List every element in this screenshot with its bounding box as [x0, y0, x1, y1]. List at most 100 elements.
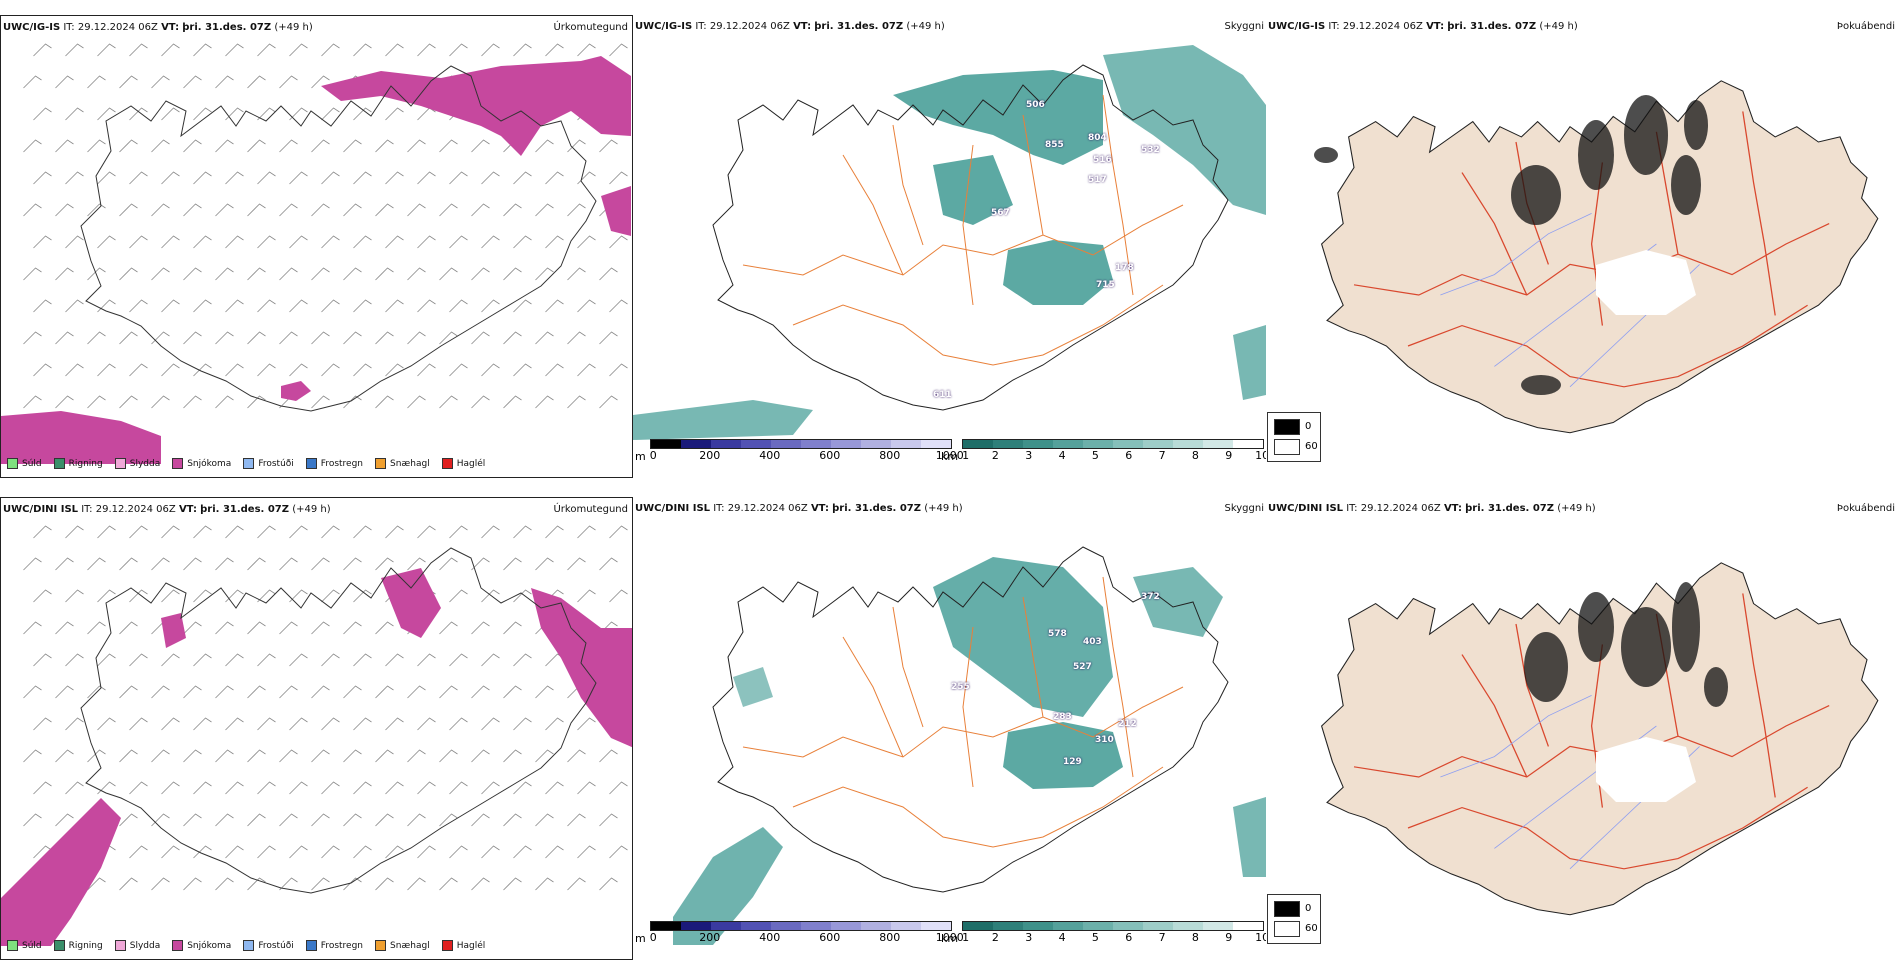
wind-barb	[55, 685, 74, 699]
scale-tick: 1	[962, 449, 970, 462]
wind-barb	[119, 139, 138, 153]
wind-barb	[375, 267, 394, 281]
wind-barb	[545, 781, 564, 795]
wind-barb	[279, 877, 298, 891]
scale-swatch	[1053, 922, 1084, 930]
wind-barb	[193, 845, 212, 859]
wind-barb	[471, 203, 490, 217]
wind-barb	[225, 299, 244, 313]
wind-barb	[23, 557, 42, 571]
wind-barb	[353, 845, 372, 859]
wind-barb	[503, 203, 522, 217]
legend-label: Súld	[22, 458, 42, 469]
wind-barb	[513, 299, 532, 313]
wind-barb	[311, 331, 330, 345]
wind-barb	[279, 331, 298, 345]
iceland-outline	[712, 64, 1229, 411]
wind-barb	[257, 781, 276, 795]
wind-barb	[129, 589, 148, 603]
wind-barb	[33, 653, 52, 667]
wind-barb	[119, 267, 138, 281]
scale-swatch	[650, 922, 681, 930]
road-network	[1353, 593, 1830, 870]
legend-swatch	[7, 940, 18, 951]
precip-panel-row2: UWC/DINI ISL IT: 29.12.2024 06Z VT: þri.…	[0, 497, 633, 960]
wind-barb	[343, 877, 362, 891]
snow-area	[1, 411, 161, 464]
wind-barb	[215, 685, 234, 699]
snow-area	[281, 381, 311, 401]
wind-barb	[471, 139, 490, 153]
precip-legend-item: Snæhagl	[375, 940, 430, 951]
wind-barb	[417, 781, 436, 795]
wind-barb	[151, 267, 170, 281]
scale-tick: 1	[962, 931, 970, 944]
scale-swatch	[1023, 922, 1054, 930]
panel-title: Úrkomutegund	[553, 504, 628, 515]
precip-legend: Súld Rigning Slydda Snjókoma Frostúði Frostre…	[7, 940, 485, 951]
scale-swatch	[710, 440, 741, 448]
wind-barb	[161, 107, 180, 121]
wind-barb	[33, 845, 52, 859]
wind-barb	[247, 139, 266, 153]
road-network	[742, 576, 1184, 848]
snow-area	[531, 588, 632, 748]
wind-barb	[385, 107, 404, 121]
wind-barb	[87, 139, 106, 153]
wind-barb	[513, 845, 532, 859]
wind-barb	[183, 331, 202, 345]
wind-barb	[343, 557, 362, 571]
scale-swatch	[860, 440, 891, 448]
wind-barb	[279, 749, 298, 763]
wind-barb	[215, 267, 234, 281]
wind-barb	[577, 171, 596, 185]
legend-label: Haglél	[456, 940, 486, 951]
wind-barb	[289, 299, 308, 313]
legend-swatch	[114, 458, 126, 469]
cloudbase-label: 403	[1083, 637, 1102, 647]
cloudbase-label: 527	[1073, 662, 1092, 672]
wind-barb	[161, 299, 180, 313]
wind-barb	[33, 107, 52, 121]
wind-barb	[247, 877, 266, 891]
wind-barb	[609, 525, 628, 539]
wind-barb	[439, 749, 458, 763]
wind-barb	[417, 653, 436, 667]
cloud-area	[1233, 325, 1266, 400]
wind-barb	[417, 171, 436, 185]
wind-barb	[567, 813, 586, 827]
wind-barb	[161, 781, 180, 795]
precip-legend-item: Frostúði	[243, 940, 294, 951]
wind-barb	[513, 525, 532, 539]
wind-barb	[183, 267, 202, 281]
wind-barb	[55, 139, 74, 153]
wind-barb	[289, 43, 308, 57]
wind-barb	[503, 813, 522, 827]
wind-barb	[33, 235, 52, 249]
wind-barb	[257, 525, 276, 539]
snow-area	[601, 186, 631, 236]
wind-barb	[97, 235, 116, 249]
scale-tick: 3	[1025, 931, 1033, 944]
wind-barb	[417, 717, 436, 731]
wind-barb	[577, 299, 596, 313]
wind-barb	[375, 749, 394, 763]
wind-barb	[289, 235, 308, 249]
wind-barb	[97, 653, 116, 667]
wind-barb	[55, 75, 74, 89]
panel-title: Skyggni	[1224, 503, 1264, 514]
wind-barb	[225, 589, 244, 603]
wind-barb	[311, 395, 330, 409]
wind-barb	[609, 363, 628, 377]
scale-tick: 800	[879, 449, 901, 462]
wind-barb	[567, 267, 586, 281]
scale-swatch	[1113, 440, 1144, 448]
cloud-map	[633, 45, 1266, 440]
legend-swatch	[243, 458, 255, 469]
scale-swatch	[830, 922, 861, 930]
wind-barb	[417, 845, 436, 859]
wind-barb	[151, 139, 170, 153]
wind-barb	[119, 813, 138, 827]
panel-header: UWC/DINI ISL IT: 29.12.2024 06Z VT: þri.…	[3, 504, 331, 515]
wind-barb	[129, 781, 148, 795]
